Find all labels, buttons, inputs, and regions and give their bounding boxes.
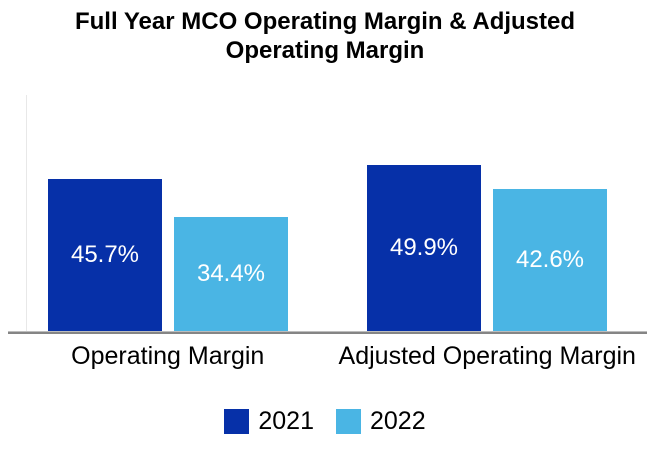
chart-title-line1: Full Year MCO Operating Margin & Adjuste… [74,8,576,35]
legend: 2021 2022 [0,409,650,434]
bar-2021-operating-margin: 45.7% [48,179,162,331]
bar-value-label: 42.6% [515,246,585,273]
bar-value-label: 45.7% [70,241,140,268]
x-axis-line [8,331,647,334]
legend-label-2022: 2022 [370,407,426,435]
bar-2022-operating-margin: 34.4% [174,217,288,331]
legend-label-2021: 2021 [258,407,314,435]
y-axis-line [26,95,27,331]
legend-item-2022: 2022 [336,409,426,434]
chart-title-line2: Operating Margin [225,37,425,64]
bar-value-label: 34.4% [196,260,266,287]
bar-value-label: 49.9% [389,234,459,261]
category-label-adjusted-operating-margin: Adjusted Operating Margin [338,342,636,370]
chart-title: Full Year MCO Operating Margin & Adjuste… [0,7,650,65]
bar-2021-adjusted-operating-margin: 49.9% [367,165,481,331]
bar-2022-adjusted-operating-margin: 42.6% [493,189,607,331]
legend-item-2021: 2021 [224,409,314,434]
category-label-operating-margin: Operating Margin [71,342,265,370]
legend-swatch-2022 [336,409,361,434]
legend-swatch-2021 [224,409,250,434]
x-axis-category-labels: Operating Margin Adjusted Operating Marg… [8,341,647,371]
